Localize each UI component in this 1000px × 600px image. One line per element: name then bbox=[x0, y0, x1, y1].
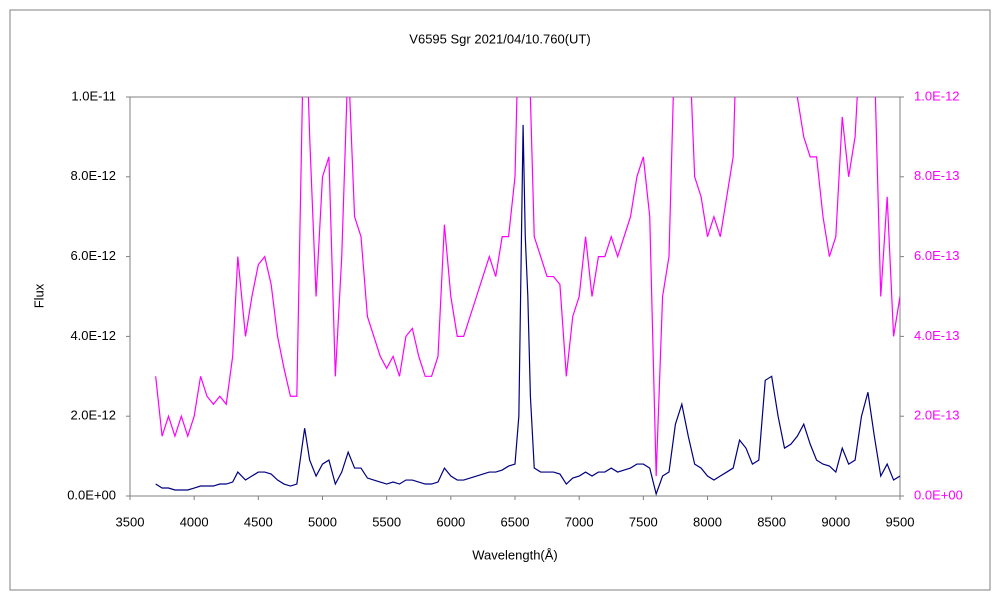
series-line bbox=[155, 97, 900, 477]
x-tick-label: 6500 bbox=[501, 514, 530, 529]
x-tick-label: 9000 bbox=[821, 514, 850, 529]
y-tick-label: 6.0E-12 bbox=[70, 248, 116, 263]
x-tick-label: 4500 bbox=[244, 514, 273, 529]
chart-title: V6595 Sgr 2021/04/10.760(UT) bbox=[409, 31, 590, 46]
x-tick-label: 4000 bbox=[180, 514, 209, 529]
y-axis-label: Flux bbox=[31, 283, 46, 308]
y2-tick-label: 8.0E-13 bbox=[914, 168, 960, 183]
y-tick-label: 2.0E-12 bbox=[70, 408, 116, 423]
x-tick-label: 7000 bbox=[565, 514, 594, 529]
x-tick-label: 6000 bbox=[436, 514, 465, 529]
y2-tick-label: 1.0E-12 bbox=[914, 88, 960, 103]
series-line bbox=[155, 124, 900, 496]
y2-tick-label: 2.0E-13 bbox=[914, 408, 960, 423]
y-tick-label: 0.0E+00 bbox=[67, 487, 116, 502]
x-axis-label: Wavelength(Å) bbox=[472, 547, 558, 562]
y-tick-label: 4.0E-12 bbox=[70, 328, 116, 343]
x-tick-label: 9500 bbox=[886, 514, 915, 529]
y2-tick-label: 4.0E-13 bbox=[914, 328, 960, 343]
x-tick-label: 5500 bbox=[372, 514, 401, 529]
x-tick-label: 8500 bbox=[757, 514, 786, 529]
y2-tick-label: 6.0E-13 bbox=[914, 248, 960, 263]
x-tick-label: 7500 bbox=[629, 514, 658, 529]
x-tick-label: 3500 bbox=[116, 514, 145, 529]
x-tick-label: 8000 bbox=[693, 514, 722, 529]
y2-tick-label: 0.0E+00 bbox=[914, 487, 963, 502]
y-tick-label: 8.0E-12 bbox=[70, 168, 116, 183]
x-tick-label: 5000 bbox=[308, 514, 337, 529]
y-tick-label: 1.0E-11 bbox=[71, 88, 116, 103]
